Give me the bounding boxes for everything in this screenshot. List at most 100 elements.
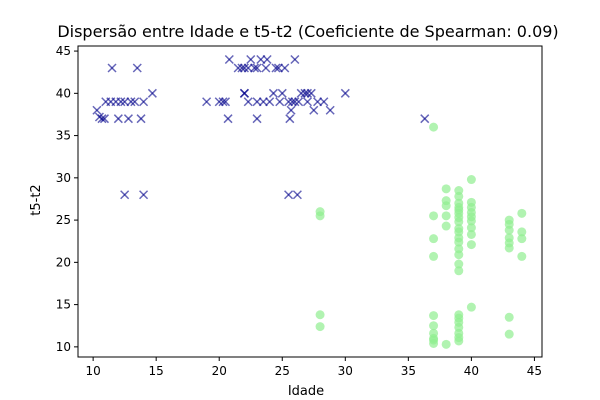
circle-marker-point xyxy=(315,322,325,332)
x-marker-point xyxy=(252,114,262,124)
x-tick-label: 10 xyxy=(85,364,100,378)
circle-marker-point xyxy=(504,225,514,235)
x-marker-point xyxy=(265,97,275,107)
x-marker-point xyxy=(132,63,142,73)
chart-title: Dispersão entre Idade e t5-t2 (Coeficien… xyxy=(57,22,559,41)
x-marker-point xyxy=(249,63,260,73)
x-marker-point xyxy=(319,97,329,107)
x-marker-point xyxy=(136,114,146,124)
x-marker-point xyxy=(139,190,149,200)
x-marker-point xyxy=(126,97,136,107)
x-marker-point xyxy=(284,190,294,200)
y-tick-label: 30 xyxy=(56,171,71,185)
x-marker-point xyxy=(271,63,281,73)
circle-marker-point xyxy=(517,251,527,261)
x-tick-label: 45 xyxy=(527,364,542,378)
x-tick-label: 20 xyxy=(212,364,227,378)
circle-marker-point xyxy=(429,311,439,321)
circle-marker-point xyxy=(454,266,464,276)
x-marker-point xyxy=(340,88,350,98)
x-marker-point xyxy=(99,114,110,124)
circle-marker-point xyxy=(466,216,476,226)
x-marker-point xyxy=(290,97,300,107)
x-tick-label: 15 xyxy=(149,364,164,378)
x-marker-point xyxy=(246,54,256,65)
x-tick-label: 25 xyxy=(275,364,290,378)
circle-marker-point xyxy=(315,310,325,320)
y-tick-label: 20 xyxy=(56,255,71,269)
axes-layer: 10 15 20 25 30 35 40 45 10 15 20 25 30 35 40 45 xyxy=(56,44,543,378)
circle-marker-point xyxy=(441,184,451,194)
x-marker-point xyxy=(290,54,300,65)
x-marker-point xyxy=(285,114,295,124)
circle-marker-point xyxy=(441,339,451,349)
circle-marker-point xyxy=(504,329,514,339)
x-axis-label: Idade xyxy=(288,384,324,399)
x-marker-point xyxy=(147,88,157,98)
x-marker-point xyxy=(202,97,212,107)
circle-marker-point xyxy=(466,175,476,185)
circle-marker-point xyxy=(504,243,514,253)
x-marker-point xyxy=(420,114,430,124)
circle-marker-point xyxy=(454,191,464,201)
circle-marker-point xyxy=(441,201,451,211)
circle-marker-point xyxy=(454,250,464,260)
x-marker-point xyxy=(243,97,253,107)
y-axis-label: t5-t2 xyxy=(29,184,44,215)
x-marker-point xyxy=(218,97,228,107)
circle-marker-point xyxy=(429,251,439,261)
x-marker-point xyxy=(292,190,302,200)
x-marker-point xyxy=(220,97,231,107)
x-marker-point xyxy=(92,105,102,115)
circle-marker-point xyxy=(454,217,464,227)
y-tick-label: 10 xyxy=(56,340,71,354)
x-marker-point xyxy=(275,97,285,107)
circle-marker-point xyxy=(517,208,527,218)
circle-marker-point xyxy=(429,234,439,244)
x-marker-point xyxy=(107,63,117,73)
circle-marker-point xyxy=(454,259,464,269)
y-tick-label: 15 xyxy=(56,298,71,312)
circle-marker-point xyxy=(429,338,439,348)
x-marker-point xyxy=(224,54,234,65)
x-tick-label: 35 xyxy=(401,364,416,378)
x-marker-point xyxy=(268,88,278,98)
y-tick-label: 35 xyxy=(56,129,71,143)
x-tick-label: 40 xyxy=(464,364,479,378)
x-marker-point xyxy=(252,63,262,73)
y-tick-label: 25 xyxy=(56,213,71,227)
circle-marker-point xyxy=(466,302,476,312)
plot-frame xyxy=(77,45,543,358)
x-marker-point xyxy=(261,63,271,73)
x-marker-point xyxy=(309,105,319,115)
circle-marker-point xyxy=(517,227,527,237)
circle-marker-point xyxy=(504,312,514,322)
x-marker-point xyxy=(302,97,313,107)
x-marker-point xyxy=(120,190,130,200)
circle-marker-point xyxy=(454,237,464,247)
x-marker-point xyxy=(139,97,149,107)
x-marker-point xyxy=(130,97,140,107)
x-marker-point xyxy=(97,114,107,124)
x-marker-point xyxy=(113,114,123,124)
circle-marker-point xyxy=(429,211,439,221)
x-marker-point xyxy=(294,97,304,107)
x-tick-label: 30 xyxy=(338,364,353,378)
circle-marker-point xyxy=(466,223,476,233)
x-marker-point xyxy=(223,114,233,124)
x-marker-point xyxy=(277,88,287,98)
x-marker-point xyxy=(239,88,249,98)
circle-marker-point xyxy=(466,240,476,250)
circle-marker-point xyxy=(441,211,451,221)
circle-marker-point xyxy=(454,336,464,346)
circle-marker-point xyxy=(441,221,451,231)
points-layer xyxy=(92,54,527,349)
circle-marker-point xyxy=(429,321,439,331)
x-marker-point xyxy=(325,105,335,115)
x-marker-point xyxy=(262,54,272,65)
y-tick-label: 45 xyxy=(56,44,71,58)
circle-marker-point xyxy=(429,122,439,132)
circle-marker-point xyxy=(517,234,527,244)
x-marker-point xyxy=(306,88,316,98)
x-marker-point xyxy=(123,114,133,124)
